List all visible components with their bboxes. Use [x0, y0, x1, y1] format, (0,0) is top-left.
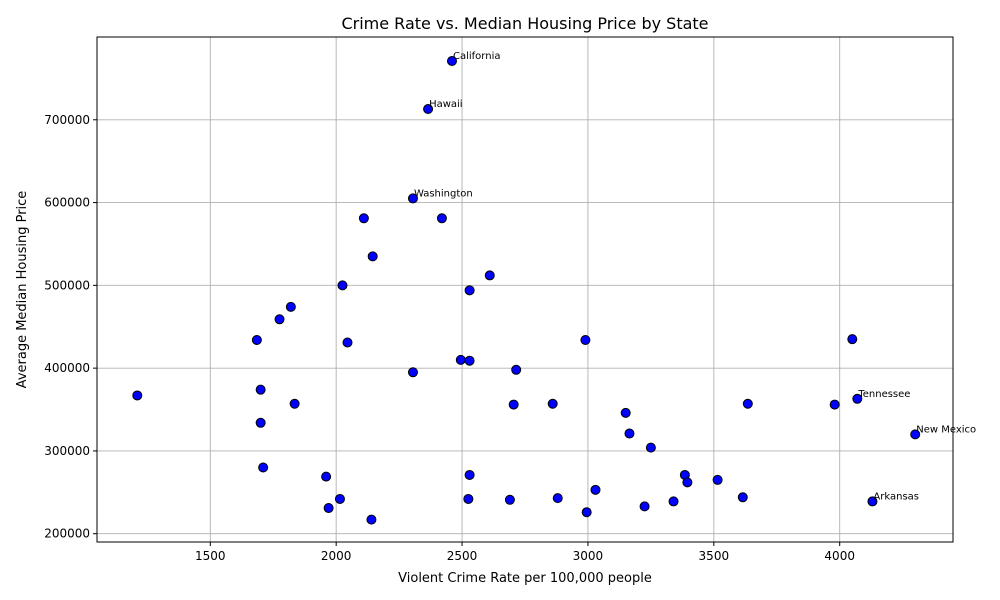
chart-title: Crime Rate vs. Median Housing Price by S… [341, 14, 708, 33]
data-point [624, 428, 635, 439]
data-point [455, 354, 466, 365]
data-point [274, 314, 285, 325]
data-point [910, 429, 921, 440]
data-point [407, 193, 418, 204]
data-point [321, 471, 332, 482]
point-annotations: California Hawaii Washington Tennessee New M… [414, 51, 976, 502]
data-point [504, 494, 515, 505]
y-tick-label: 300000 [44, 444, 90, 458]
point-annotation: California [453, 51, 501, 62]
data-point [464, 355, 475, 366]
x-tick-label: 3000 [573, 549, 604, 563]
data-point [712, 474, 723, 485]
data-point [342, 337, 353, 348]
data-point [511, 364, 522, 375]
y-tick-label: 200000 [44, 527, 90, 541]
data-point [829, 399, 840, 410]
data-point [436, 213, 447, 224]
point-annotation: Hawaii [429, 99, 463, 110]
data-point [620, 407, 631, 418]
data-point [423, 104, 434, 115]
data-point [852, 393, 863, 404]
data-point [847, 334, 858, 345]
point-annotation: Arkansas [873, 491, 919, 502]
point-annotation: New Mexico [916, 424, 976, 435]
data-point [323, 503, 334, 514]
y-tick-label: 600000 [44, 196, 90, 210]
data-point [464, 285, 475, 296]
point-annotation: Washington [414, 188, 473, 199]
data-point [552, 493, 563, 504]
data-point [580, 335, 591, 345]
data-point [682, 477, 693, 488]
data-point [132, 390, 143, 401]
y-tick-label: 400000 [44, 361, 90, 375]
x-tick-label: 3500 [699, 549, 730, 563]
data-point [645, 442, 656, 453]
data-point [639, 501, 650, 512]
data-point [358, 213, 369, 224]
y-tick-label: 500000 [44, 278, 90, 292]
data-point [367, 251, 378, 262]
data-point [366, 514, 377, 525]
data-point [590, 484, 601, 495]
data-point [255, 417, 266, 428]
x-tick-label: 2000 [321, 549, 352, 563]
data-point [285, 301, 296, 312]
axis-ticks: 1500 2000 2500 3000 3500 4000 200000 300000 4000… [44, 113, 855, 563]
x-tick-label: 1500 [195, 549, 226, 563]
plot-frame [96, 36, 954, 543]
data-point [258, 462, 269, 473]
data-point [508, 399, 519, 410]
data-point [742, 398, 753, 409]
data-point [337, 280, 348, 291]
y-tick-label: 700000 [44, 113, 90, 127]
data-point [251, 335, 262, 345]
x-tick-label: 2500 [447, 549, 478, 563]
data-point [289, 398, 300, 409]
x-axis-label: Violent Crime Rate per 100,000 people [398, 571, 652, 586]
data-point [407, 367, 418, 378]
data-point [464, 469, 475, 480]
x-tick-label: 4000 [824, 549, 855, 563]
data-point [547, 398, 558, 409]
point-annotation: Tennessee [857, 389, 910, 400]
data-point [463, 493, 474, 504]
y-axis-label: Average Median Housing Price [15, 191, 30, 389]
data-point [581, 507, 592, 518]
grid-lines [97, 37, 953, 542]
data-points [132, 56, 921, 525]
data-point [255, 384, 266, 395]
data-point [737, 492, 748, 503]
data-point [668, 496, 679, 507]
data-point [334, 493, 345, 504]
data-point [484, 270, 495, 281]
data-point [867, 496, 878, 507]
data-point [446, 56, 457, 67]
